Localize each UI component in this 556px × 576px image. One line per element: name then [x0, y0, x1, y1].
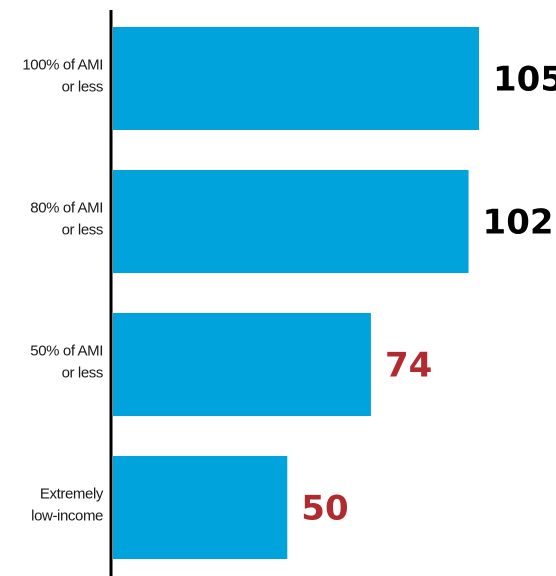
category-label-3: Extremely low-income [31, 486, 104, 525]
bar-0 [113, 27, 479, 130]
value-label-1: 102 [483, 203, 554, 243]
category-label-line: 80% of AMI [30, 200, 103, 217]
value-label-3: 50 [301, 489, 348, 529]
bars-group [113, 27, 479, 559]
category-label-line: low-income [31, 508, 103, 525]
bar-1 [113, 170, 469, 273]
bar-2 [113, 313, 371, 416]
category-label-2: 50% of AMI or less [30, 343, 103, 382]
bar-3 [113, 456, 288, 559]
category-label-line: or less [62, 79, 103, 96]
category-label-line: or less [62, 222, 103, 239]
category-label-1: 80% of AMI or less [30, 200, 103, 239]
category-label-line: or less [62, 365, 103, 382]
value-label-2: 74 [385, 346, 432, 386]
category-label-line: 50% of AMI [30, 343, 103, 360]
category-label-0: 100% of AMI or less [22, 57, 103, 96]
category-label-line: Extremely [40, 486, 104, 503]
category-label-line: 100% of AMI [22, 57, 103, 74]
value-labels-group: 105 102 74 50 [301, 60, 556, 529]
value-label-0: 105 [493, 60, 556, 100]
